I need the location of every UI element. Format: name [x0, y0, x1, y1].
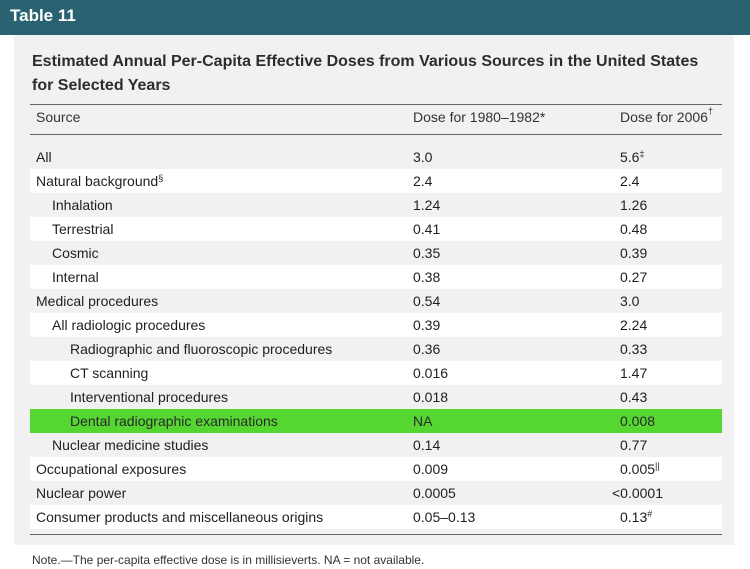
table-row-inhalation: Inhalation 1.24 1.26	[52, 197, 648, 213]
top-rule	[30, 104, 722, 105]
table-row-dental-highlighted: Dental radiographic examinations NA 0.00…	[30, 409, 722, 433]
table-note: Note.—The per-capita effective dose is i…	[32, 553, 425, 567]
table-row-occupational: Occupational exposures 0.009 0.005||	[30, 457, 722, 481]
table-row-internal: Internal 0.38 0.27	[30, 265, 722, 289]
header-rule	[30, 134, 722, 135]
column-header-dose-2006: Dose for 2006†	[620, 106, 713, 125]
table-row-all-radiologic: All radiologic procedures 0.39 2.24	[30, 313, 722, 337]
table-header-bar: Table 11	[0, 0, 750, 35]
column-header-source: Source	[36, 109, 81, 125]
table-row-cosmic: Cosmic 0.35 0.39	[52, 245, 648, 261]
table-row-ct-scanning: CT scanning 0.016 1.47	[30, 361, 722, 385]
table-row-radiographic-fluoroscopic: Radiographic and fluoroscopic procedures…	[70, 341, 648, 357]
table-row-consumer-products: Consumer products and miscellaneous orig…	[30, 505, 722, 529]
table-row-terrestrial: Terrestrial 0.41 0.48	[30, 217, 722, 241]
table-title: Estimated Annual Per-Capita Effective Do…	[32, 53, 699, 94]
table-row-natural-background: Natural background§ 2.4 2.4	[30, 169, 722, 193]
table-row-medical-procedures: Medical procedures 0.54 3.0	[36, 293, 640, 309]
table-row-all: All 3.0 5.6‡	[36, 149, 645, 165]
table-row-nuclear-medicine: Nuclear medicine studies 0.14 0.77	[52, 437, 648, 453]
table-row-interventional: Interventional procedures 0.018 0.43	[70, 389, 648, 405]
table-label: Table 11	[10, 6, 76, 25]
table-row-nuclear-power: Nuclear power 0.0005 <0.0001	[36, 485, 663, 501]
column-header-dose-1980: Dose for 1980–1982*	[413, 109, 546, 125]
bottom-rule	[30, 534, 722, 535]
